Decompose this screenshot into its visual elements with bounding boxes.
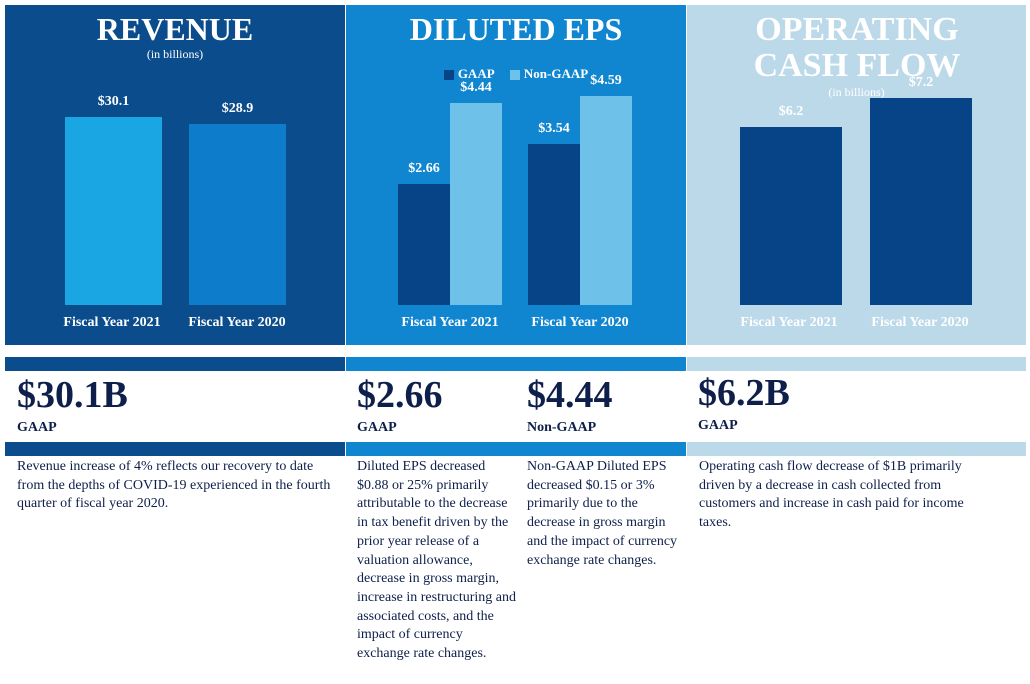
legend-label-nongaap: Non-GAAP <box>523 66 589 81</box>
eps-bar-nongaap-2020 <box>580 96 632 305</box>
legend-swatch-gaap <box>443 70 454 81</box>
cashflow-bar-2021-value-label: $6.2 <box>778 103 804 119</box>
eps-bar-nongaap-2020-value-label: $4.59 <box>590 73 622 89</box>
eps-nongaap-basis-label: Non-GAAP <box>527 420 597 435</box>
band-bottom-eps <box>346 442 686 456</box>
band-bottom-revenue <box>5 442 345 456</box>
revenue-subtitle: (in billions) <box>146 47 204 61</box>
revenue-bar-2021 <box>65 116 162 305</box>
eps-x-label-2021: Fiscal Year 2021 <box>401 315 499 330</box>
band-bottom-cashflow <box>687 442 1026 456</box>
eps-bar-nongaap-2021-value-label: $4.44 <box>460 80 492 96</box>
revenue-big-value: $30.1B <box>17 374 128 416</box>
revenue-x-label-2020: Fiscal Year 2020 <box>188 315 286 330</box>
cashflow-bar-2021 <box>740 126 842 305</box>
cashflow-bar-2020-value-label: $7.2 <box>908 75 934 91</box>
eps-nongaap-big-value: $4.44 <box>527 374 613 416</box>
revenue-bar-2020 <box>189 124 286 305</box>
eps-bar-gaap-2021 <box>398 184 450 305</box>
cashflow-x-label-2021: Fiscal Year 2021 <box>740 315 838 330</box>
legend-item-gaap: GAAP <box>443 66 495 81</box>
legend-swatch-nongaap <box>509 70 520 81</box>
eps-bar-gaap-2020-value-label: $3.54 <box>538 121 570 137</box>
band-top-revenue <box>5 357 345 371</box>
revenue-x-label-2021: Fiscal Year 2021 <box>63 315 161 330</box>
eps-legend: GAAP Non-GAAP <box>346 66 686 82</box>
cashflow-description: Operating cash flow decrease of $1B prim… <box>699 459 964 531</box>
eps-bar-gaap-2020 <box>528 144 580 305</box>
cashflow-title: OPERATING CASH FLOW <box>753 11 961 84</box>
cashflow-bar-2020 <box>870 98 972 305</box>
revenue-bar-2021-value-label: $30.1 <box>97 93 130 109</box>
eps-bar-gaap-2021-value-label: $2.66 <box>408 161 440 177</box>
band-top-eps <box>346 357 686 371</box>
legend-item-nongaap: Non-GAAP <box>509 66 589 81</box>
band-top-cashflow <box>687 357 1026 371</box>
revenue-description: Revenue increase of 4% reflects our reco… <box>17 459 331 512</box>
cashflow-big-value: $6.2B <box>698 372 790 414</box>
eps-title: DILUTED EPS <box>409 11 623 47</box>
cashflow-subtitle: (in billions) <box>828 85 885 99</box>
revenue-panel: REVENUE (in billions) $30.1 $28.9 Fiscal … <box>5 5 345 345</box>
eps-panel: DILUTED EPS GAAP Non-GAAP $2.66 $3.54 $4.4… <box>346 5 686 345</box>
eps-nongaap-description: Non-GAAP Diluted EPS decreased $0.15 or … <box>527 459 678 568</box>
legend-label-gaap: GAAP <box>457 66 495 81</box>
eps-gaap-basis-label: GAAP <box>357 420 397 435</box>
cashflow-basis-label: GAAP <box>698 418 738 433</box>
revenue-bar-2020-value-label: $28.9 <box>221 101 254 117</box>
eps-x-label-2020: Fiscal Year 2020 <box>531 315 629 330</box>
eps-gaap-description: Diluted EPS decreased $0.88 or 25% prima… <box>357 459 516 662</box>
eps-gaap-big-value: $2.66 <box>357 374 443 416</box>
revenue-title: REVENUE <box>96 11 254 47</box>
eps-bar-nongaap-2021 <box>450 103 502 305</box>
revenue-basis-label: GAAP <box>17 420 57 435</box>
cashflow-x-label-2020: Fiscal Year 2020 <box>871 315 969 330</box>
cashflow-panel: OPERATING CASH FLOW (in billions) $6.2 $7… <box>687 5 1026 345</box>
